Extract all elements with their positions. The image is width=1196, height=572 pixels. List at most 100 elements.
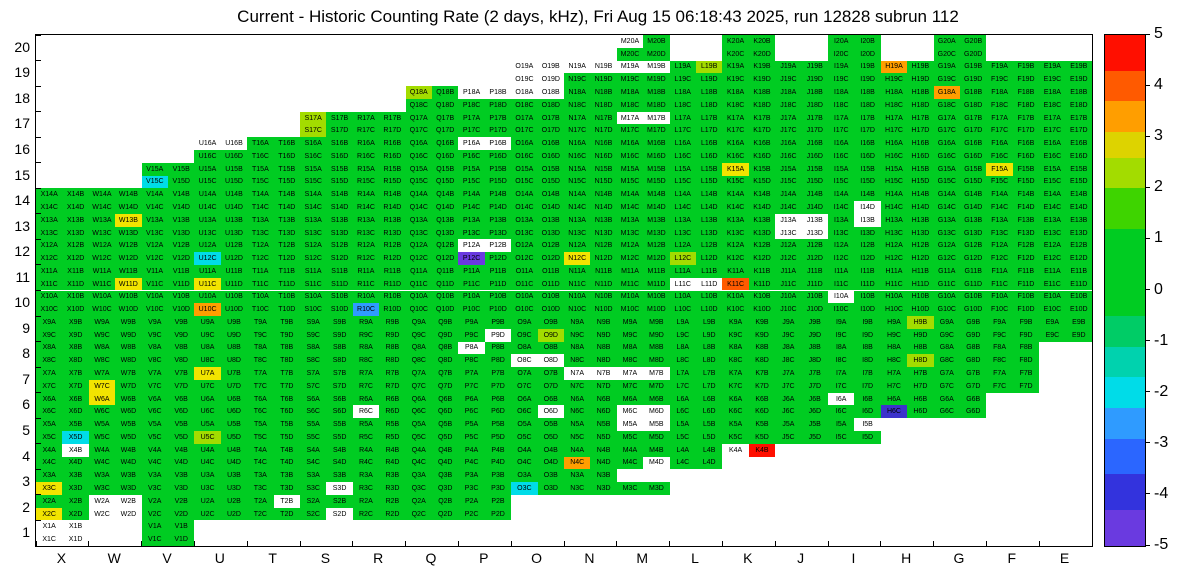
- detector-cell: O6B: [537, 392, 564, 406]
- detector-cell: K18D: [748, 98, 776, 112]
- detector-cell: G12D: [960, 252, 987, 265]
- detector-cell: T16B: [273, 137, 300, 150]
- detector-cell: M20D: [643, 47, 670, 61]
- detector-cell: N4C: [564, 456, 591, 470]
- detector-cell: Q16C: [405, 149, 432, 163]
- detector-cell: I12B: [854, 239, 881, 253]
- detector-cell: U3D: [220, 482, 248, 495]
- detector-cell: U10C: [194, 303, 221, 317]
- color-scale-band: [1105, 438, 1145, 475]
- detector-cell: I10C: [828, 303, 855, 317]
- detector-cell: G20A: [933, 35, 960, 48]
- detector-cell: U2B: [220, 494, 248, 508]
- detector-cell: E12A: [1039, 239, 1066, 253]
- y-axis-label: 8: [22, 345, 30, 362]
- detector-cell: O10B: [537, 290, 564, 304]
- detector-cell: J11C: [775, 277, 802, 291]
- color-scale-tick: [1145, 237, 1150, 239]
- detector-cell: V3A: [141, 469, 168, 483]
- detector-cell: S17A: [300, 111, 327, 125]
- detector-cell: M9C: [616, 328, 644, 342]
- detector-cell: M9B: [643, 316, 670, 329]
- detector-cell: I8A: [828, 341, 855, 355]
- detector-cell: N11C: [564, 277, 591, 291]
- detector-cell: I6B: [854, 392, 881, 406]
- detector-cell: K15B: [748, 162, 776, 176]
- x-axis-label: L: [691, 550, 699, 566]
- detector-cell: W3B: [115, 469, 142, 483]
- detector-cell: T16C: [247, 149, 274, 163]
- detector-cell: S7A: [300, 367, 327, 380]
- detector-cell: M3C: [616, 482, 644, 495]
- detector-cell: J12A: [775, 239, 802, 253]
- detector-cell: M7B: [643, 367, 670, 380]
- detector-cell: X9B: [62, 316, 89, 329]
- detector-cell: M17A: [616, 111, 644, 125]
- detector-cell: K20B: [748, 35, 776, 48]
- detector-cell: S7D: [326, 379, 353, 393]
- detector-cell: K13D: [748, 226, 776, 240]
- detector-cell: E12B: [1065, 239, 1092, 253]
- detector-cell: K4A: [722, 443, 749, 457]
- detector-cell: I8C: [828, 354, 855, 368]
- detector-cell: K5D: [748, 431, 776, 444]
- detector-cell: U8C: [194, 354, 221, 368]
- axis-tick: [36, 519, 41, 521]
- detector-cell: U5A: [194, 418, 221, 432]
- detector-cell: S10B: [326, 290, 353, 304]
- detector-cell: S4A: [300, 443, 327, 457]
- color-scale-band: [1105, 377, 1145, 408]
- detector-cell: Q14D: [432, 201, 459, 214]
- detector-cell: O5D: [537, 431, 564, 444]
- detector-cell: G10D: [960, 303, 987, 317]
- detector-cell: O16D: [537, 149, 564, 163]
- detector-cell: O9D: [537, 328, 564, 342]
- detector-cell: L5C: [669, 431, 696, 444]
- detector-cell: J12B: [801, 239, 828, 253]
- detector-cell: P14C: [458, 201, 485, 214]
- detector-cell: X8A: [36, 341, 63, 355]
- detector-cell: V5C: [141, 431, 168, 444]
- detector-cell: N19C: [564, 73, 591, 87]
- detector-cell: N19A: [564, 60, 591, 74]
- detector-cell: R16B: [379, 137, 406, 150]
- detector-cell: V2C: [141, 507, 168, 521]
- detector-cell: N17D: [590, 124, 617, 138]
- detector-cell: J7B: [801, 367, 828, 380]
- detector-cell: Q9C: [405, 328, 432, 342]
- detector-cell: T3C: [247, 482, 274, 495]
- detector-cell: U12D: [220, 252, 248, 265]
- detector-cell: F17C: [986, 124, 1013, 138]
- detector-cell: U11B: [220, 264, 248, 278]
- detector-cell: U13A: [194, 213, 221, 227]
- detector-cell: T14C: [247, 201, 274, 214]
- detector-cell: N18B: [590, 86, 617, 99]
- detector-cell: U9C: [194, 328, 221, 342]
- detector-cell: X3B: [62, 469, 89, 483]
- detector-cell: H10B: [907, 290, 934, 304]
- axis-tick: [563, 541, 565, 546]
- detector-cell: V1D: [168, 533, 195, 546]
- detector-cell: P12D: [484, 252, 512, 265]
- detector-cell: Q11C: [405, 277, 432, 291]
- axis-tick: [352, 541, 354, 546]
- detector-cell: X6C: [36, 405, 63, 419]
- detector-cell: I5A: [828, 418, 855, 432]
- detector-cell: Q17B: [432, 111, 459, 125]
- detector-cell: W14C: [88, 201, 116, 214]
- y-axis-label: 20: [14, 38, 30, 55]
- detector-cell: F9C: [986, 328, 1013, 342]
- detector-cell: Q13D: [432, 226, 459, 240]
- detector-cell: L8B: [696, 341, 723, 355]
- detector-cell: Q9A: [405, 316, 432, 329]
- detector-cell: U2D: [220, 507, 248, 521]
- detector-cell: T11C: [247, 277, 274, 291]
- detector-cell: K17D: [748, 124, 776, 138]
- detector-cell: R11B: [379, 264, 406, 278]
- detector-cell: V12B: [168, 239, 195, 253]
- detector-cell: W5C: [88, 431, 116, 444]
- detector-cell: H13D: [907, 226, 934, 240]
- detector-cell: X9C: [36, 328, 63, 342]
- detector-cell: P5C: [458, 431, 485, 444]
- detector-cell: O3D: [537, 482, 564, 495]
